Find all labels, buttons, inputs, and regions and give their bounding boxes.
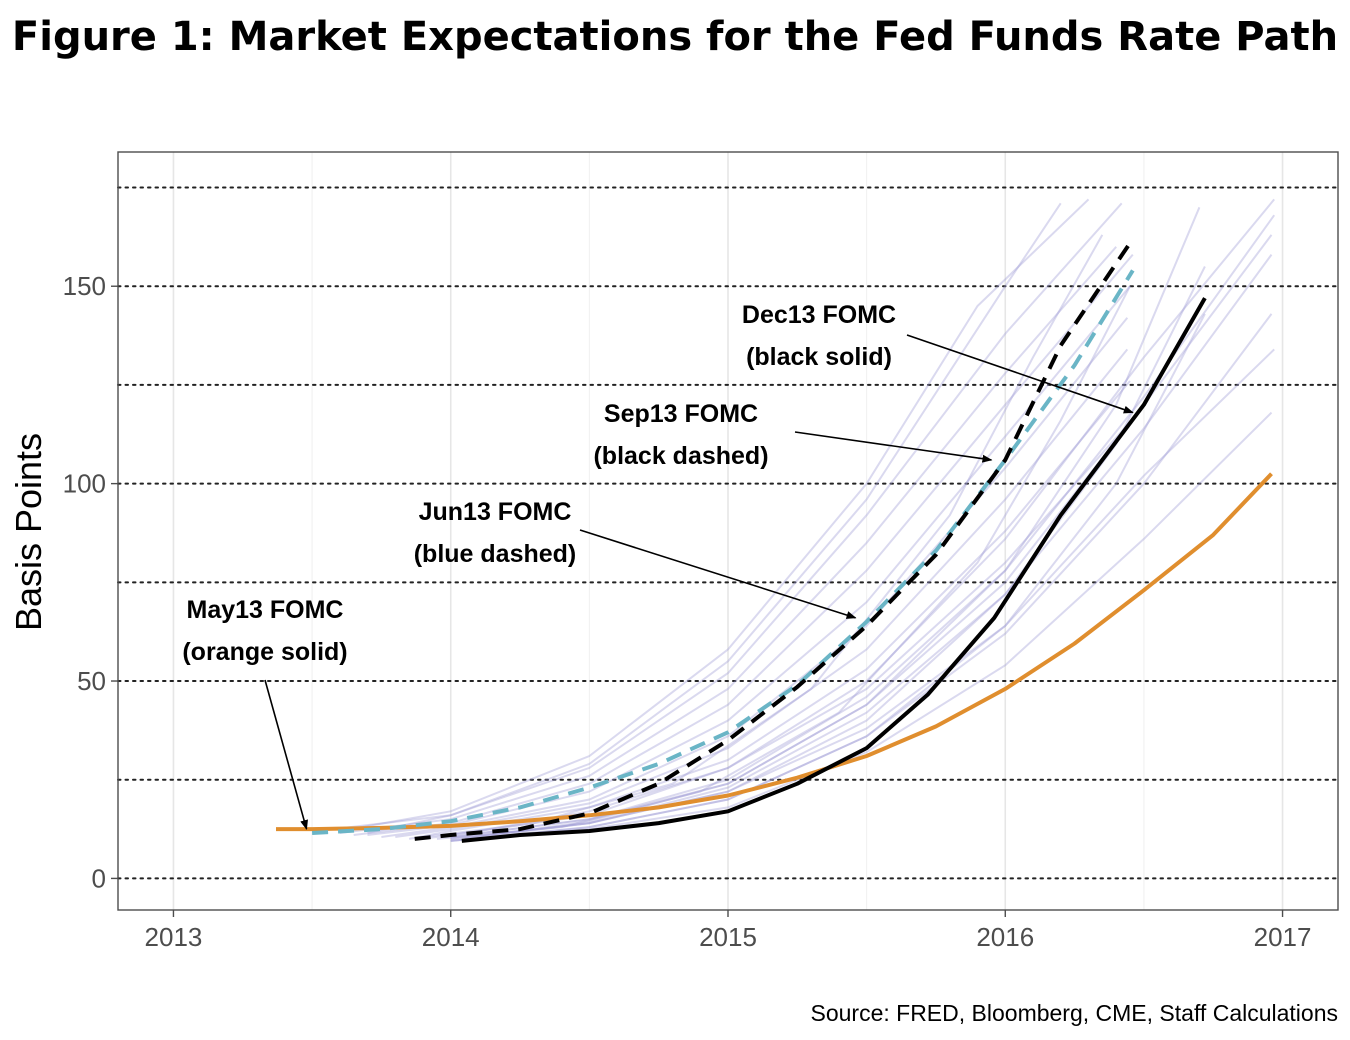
chart-title: Figure 1: Market Expectations for the Fe… [11,14,1339,60]
y-tick-label: 0 [92,863,106,893]
annotation-title: Jun13 FOMC [419,498,572,526]
annotation-arrow [579,529,857,619]
tick-layer: 2013 2014 2015 2016 2017 0 50 100 150 [63,271,1312,952]
x-tick-label: 2014 [422,922,480,952]
background-series-line [450,313,1206,842]
annotation-subtitle: (blue dashed) [414,540,577,568]
highlighted-series-line [461,297,1207,843]
annotation-arrow [794,431,993,463]
background-series-line [464,206,1201,840]
background-series-line [450,198,1275,836]
x-tick-label: 2015 [699,922,757,952]
annotation-arrow [906,334,1134,414]
y-tick-label: 50 [77,666,106,696]
highlighted-series-layer [276,237,1273,843]
y-tick-label: 150 [63,271,106,301]
background-series-line [450,348,1275,840]
annotation-layer: May13 FOMC (orange solid) Jun13 FOMC (blue … [182,301,1134,831]
y-axis-label: Basis Points [8,433,49,631]
highlighted-series-line [311,269,1135,835]
background-series-line [317,202,1123,832]
background-series-line [422,234,1104,838]
background-series-line [450,313,1273,842]
annotation-title: Sep13 FOMC [604,400,758,428]
annotation-title: Dec13 FOMC [742,301,896,329]
annotation-arrow [264,679,308,831]
annotation-title: May13 FOMC [187,596,344,624]
background-series-line [395,348,1129,838]
x-tick-label: 2013 [145,922,203,952]
background-series-line [381,317,1129,838]
highlighted-series-line [414,237,1135,841]
grid-layer [172,152,1284,910]
source-note: Source: FRED, Bloomberg, CME, Staff Calc… [810,1000,1338,1026]
x-tick-label: 2017 [1254,922,1312,952]
background-series-line [408,380,1131,840]
x-tick-label: 2016 [976,922,1034,952]
background-series-line [436,285,1131,840]
annotation-subtitle: (black solid) [746,343,892,371]
background-series-line [339,198,1090,832]
y-tick-label: 100 [63,469,106,499]
background-series-line [367,202,1062,834]
reference-lines [117,186,1339,880]
background-series-line [450,254,1273,840]
highlighted-series-line [276,472,1273,832]
background-series-line [450,214,1276,838]
annotation-subtitle: (black dashed) [593,442,768,470]
annotation-subtitle: (orange solid) [182,638,347,666]
